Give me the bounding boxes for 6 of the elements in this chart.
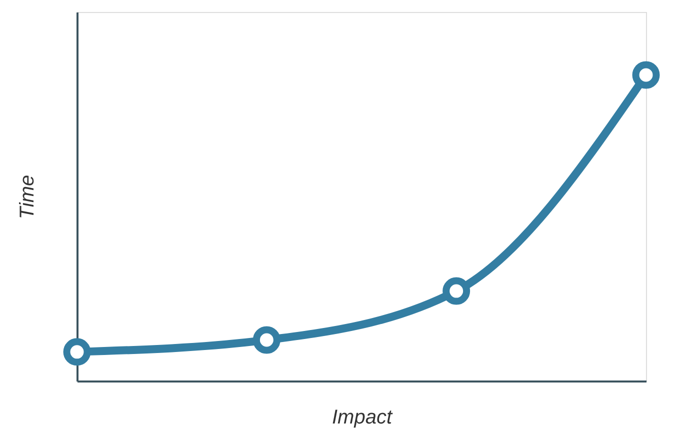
point — [442, 277, 470, 305]
y-axis-title: Time — [16, 174, 38, 220]
point — [252, 326, 280, 354]
x-axis-title: Impact — [332, 406, 394, 428]
point — [632, 61, 660, 89]
point — [63, 338, 91, 366]
